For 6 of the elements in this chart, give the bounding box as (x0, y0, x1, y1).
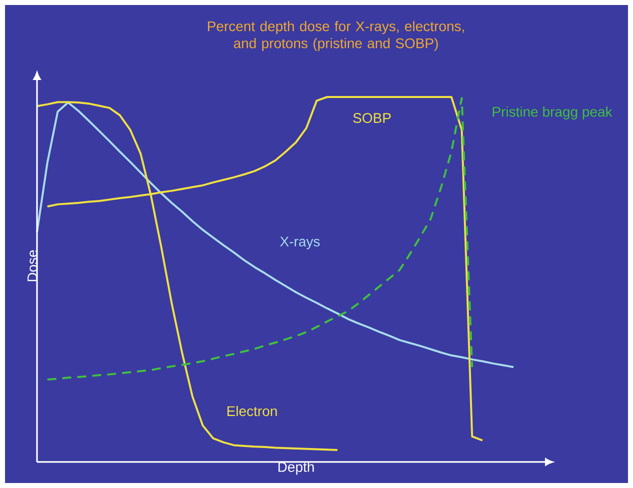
text: Pristine bragg peak (492, 106, 612, 120)
text: X-rays (280, 236, 320, 250)
chart-title: Percent depth dose for X-rays, electrons, and protons (pristine and SOBP) (208, 20, 464, 52)
series-label: SOBP (353, 113, 391, 123)
x-axis-title: Depth (278, 462, 314, 475)
series-label: Electron (227, 406, 277, 416)
